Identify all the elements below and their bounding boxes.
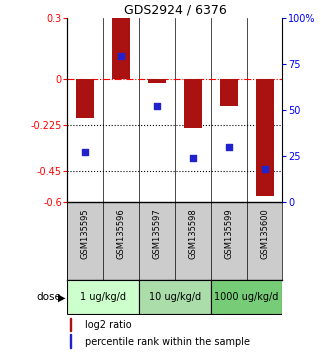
Text: 10 ug/kg/d: 10 ug/kg/d	[149, 292, 201, 302]
Text: GSM135599: GSM135599	[224, 208, 233, 259]
Bar	[139, 280, 211, 314]
Bar	[76, 79, 94, 118]
Text: ▶: ▶	[58, 292, 66, 302]
Text: 1 ug/kg/d: 1 ug/kg/d	[80, 292, 126, 302]
Point	[226, 144, 231, 149]
Text: GSM135598: GSM135598	[188, 208, 197, 259]
Bar	[70, 334, 71, 348]
Bar	[67, 280, 139, 314]
Text: GSM135600: GSM135600	[260, 208, 269, 259]
Point	[83, 149, 88, 155]
Bar	[148, 79, 166, 83]
Text: GSM135595: GSM135595	[81, 208, 90, 259]
Text: percentile rank within the sample: percentile rank within the sample	[85, 337, 250, 347]
Point	[154, 103, 160, 109]
Point	[118, 53, 124, 59]
Text: 1000 ug/kg/d: 1000 ug/kg/d	[214, 292, 279, 302]
Bar	[112, 18, 130, 79]
Point	[190, 155, 195, 160]
Text: GSM135596: GSM135596	[117, 208, 126, 259]
Title: GDS2924 / 6376: GDS2924 / 6376	[124, 4, 226, 17]
Point	[262, 166, 267, 171]
Bar	[256, 79, 273, 196]
Bar	[184, 79, 202, 128]
Bar	[220, 79, 238, 105]
Text: dose: dose	[36, 292, 61, 302]
Bar	[70, 318, 71, 331]
Text: GSM135597: GSM135597	[152, 208, 161, 259]
Bar	[211, 280, 282, 314]
Text: log2 ratio: log2 ratio	[85, 320, 131, 330]
